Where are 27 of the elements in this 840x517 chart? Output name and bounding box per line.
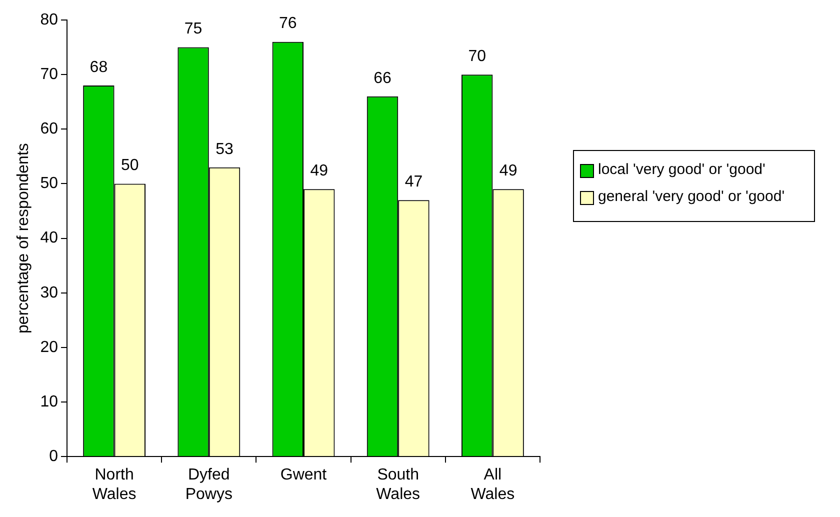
data-label: 76 xyxy=(278,15,297,32)
x-tick-label: South Wales xyxy=(376,466,420,503)
y-tick-label: 60 xyxy=(40,120,58,138)
data-label: 66 xyxy=(374,70,392,87)
data-label: 68 xyxy=(90,58,108,76)
data-label: 49 xyxy=(310,162,328,180)
x-tick-label: Gwent xyxy=(280,466,328,484)
x-tick-label: Dyfed Powys xyxy=(185,466,232,503)
y-tick-label: 0 xyxy=(49,448,58,466)
data-label: 47 xyxy=(404,174,423,191)
data-label: 75 xyxy=(184,20,202,38)
legend-label: local 'very good' or 'good' xyxy=(598,161,766,178)
data-label: 53 xyxy=(216,140,234,158)
data-label: 50 xyxy=(121,157,139,174)
y-tick-label: 40 xyxy=(40,230,58,247)
data-label: 49 xyxy=(499,162,518,180)
y-tick-label: 10 xyxy=(40,393,58,410)
y-tick-label: 50 xyxy=(40,175,58,192)
y-tick-label: 80 xyxy=(40,11,58,28)
y-tick-label: 30 xyxy=(40,284,58,302)
y-tick-label: 20 xyxy=(40,338,58,356)
x-tick-label: All Wales xyxy=(470,466,515,503)
y-axis-title: percentage of respondents xyxy=(15,143,32,334)
y-tick-label: 70 xyxy=(40,66,58,83)
x-tick-label: North Wales xyxy=(92,466,136,503)
data-label: 70 xyxy=(468,48,486,65)
legend-label: general 'very good' or 'good' xyxy=(598,188,785,205)
